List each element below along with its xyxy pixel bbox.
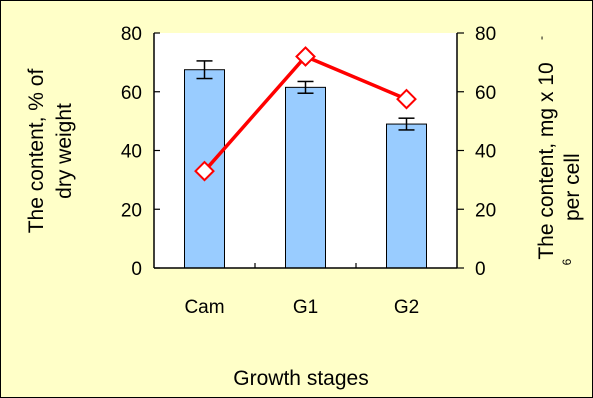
right-axis-title-line1: The content, mg x 10 (535, 62, 558, 259)
right-tick-label-40: 40 (475, 142, 496, 163)
left-tick-label-60: 60 (121, 83, 142, 104)
right-tick-label-60: 60 (475, 83, 496, 104)
bar-g2 (386, 123, 427, 269)
x-tick-label-g2: G2 (394, 297, 419, 318)
line-point-g1 (295, 46, 316, 67)
line-point-cam (194, 160, 215, 182)
right-axis-title-exponent: 6 (560, 258, 574, 265)
right-tick-label-80: 80 (475, 24, 496, 45)
left-tick-label-0: 0 (131, 259, 142, 280)
left-tick-label-20: 20 (121, 200, 142, 221)
line-point-g2 (396, 88, 417, 110)
bar-g1 (285, 86, 326, 269)
x-axis-title: Growth stages (233, 367, 368, 390)
right-axis-title-exponent-sign: - (534, 36, 548, 40)
right-tick-label-0: 0 (475, 259, 486, 280)
right-axis-title-line2: per cell (561, 153, 584, 221)
left-axis-title-line2: dry weight (53, 103, 76, 199)
left-axis-title-line1: The content, % of (25, 69, 48, 234)
left-tick-label-40: 40 (121, 142, 142, 163)
x-tick-label-g1: G1 (293, 297, 318, 318)
right-tick-label-20: 20 (475, 200, 496, 221)
x-tick-label-cam: Cam (184, 297, 224, 318)
left-tick-label-80: 80 (121, 24, 142, 45)
